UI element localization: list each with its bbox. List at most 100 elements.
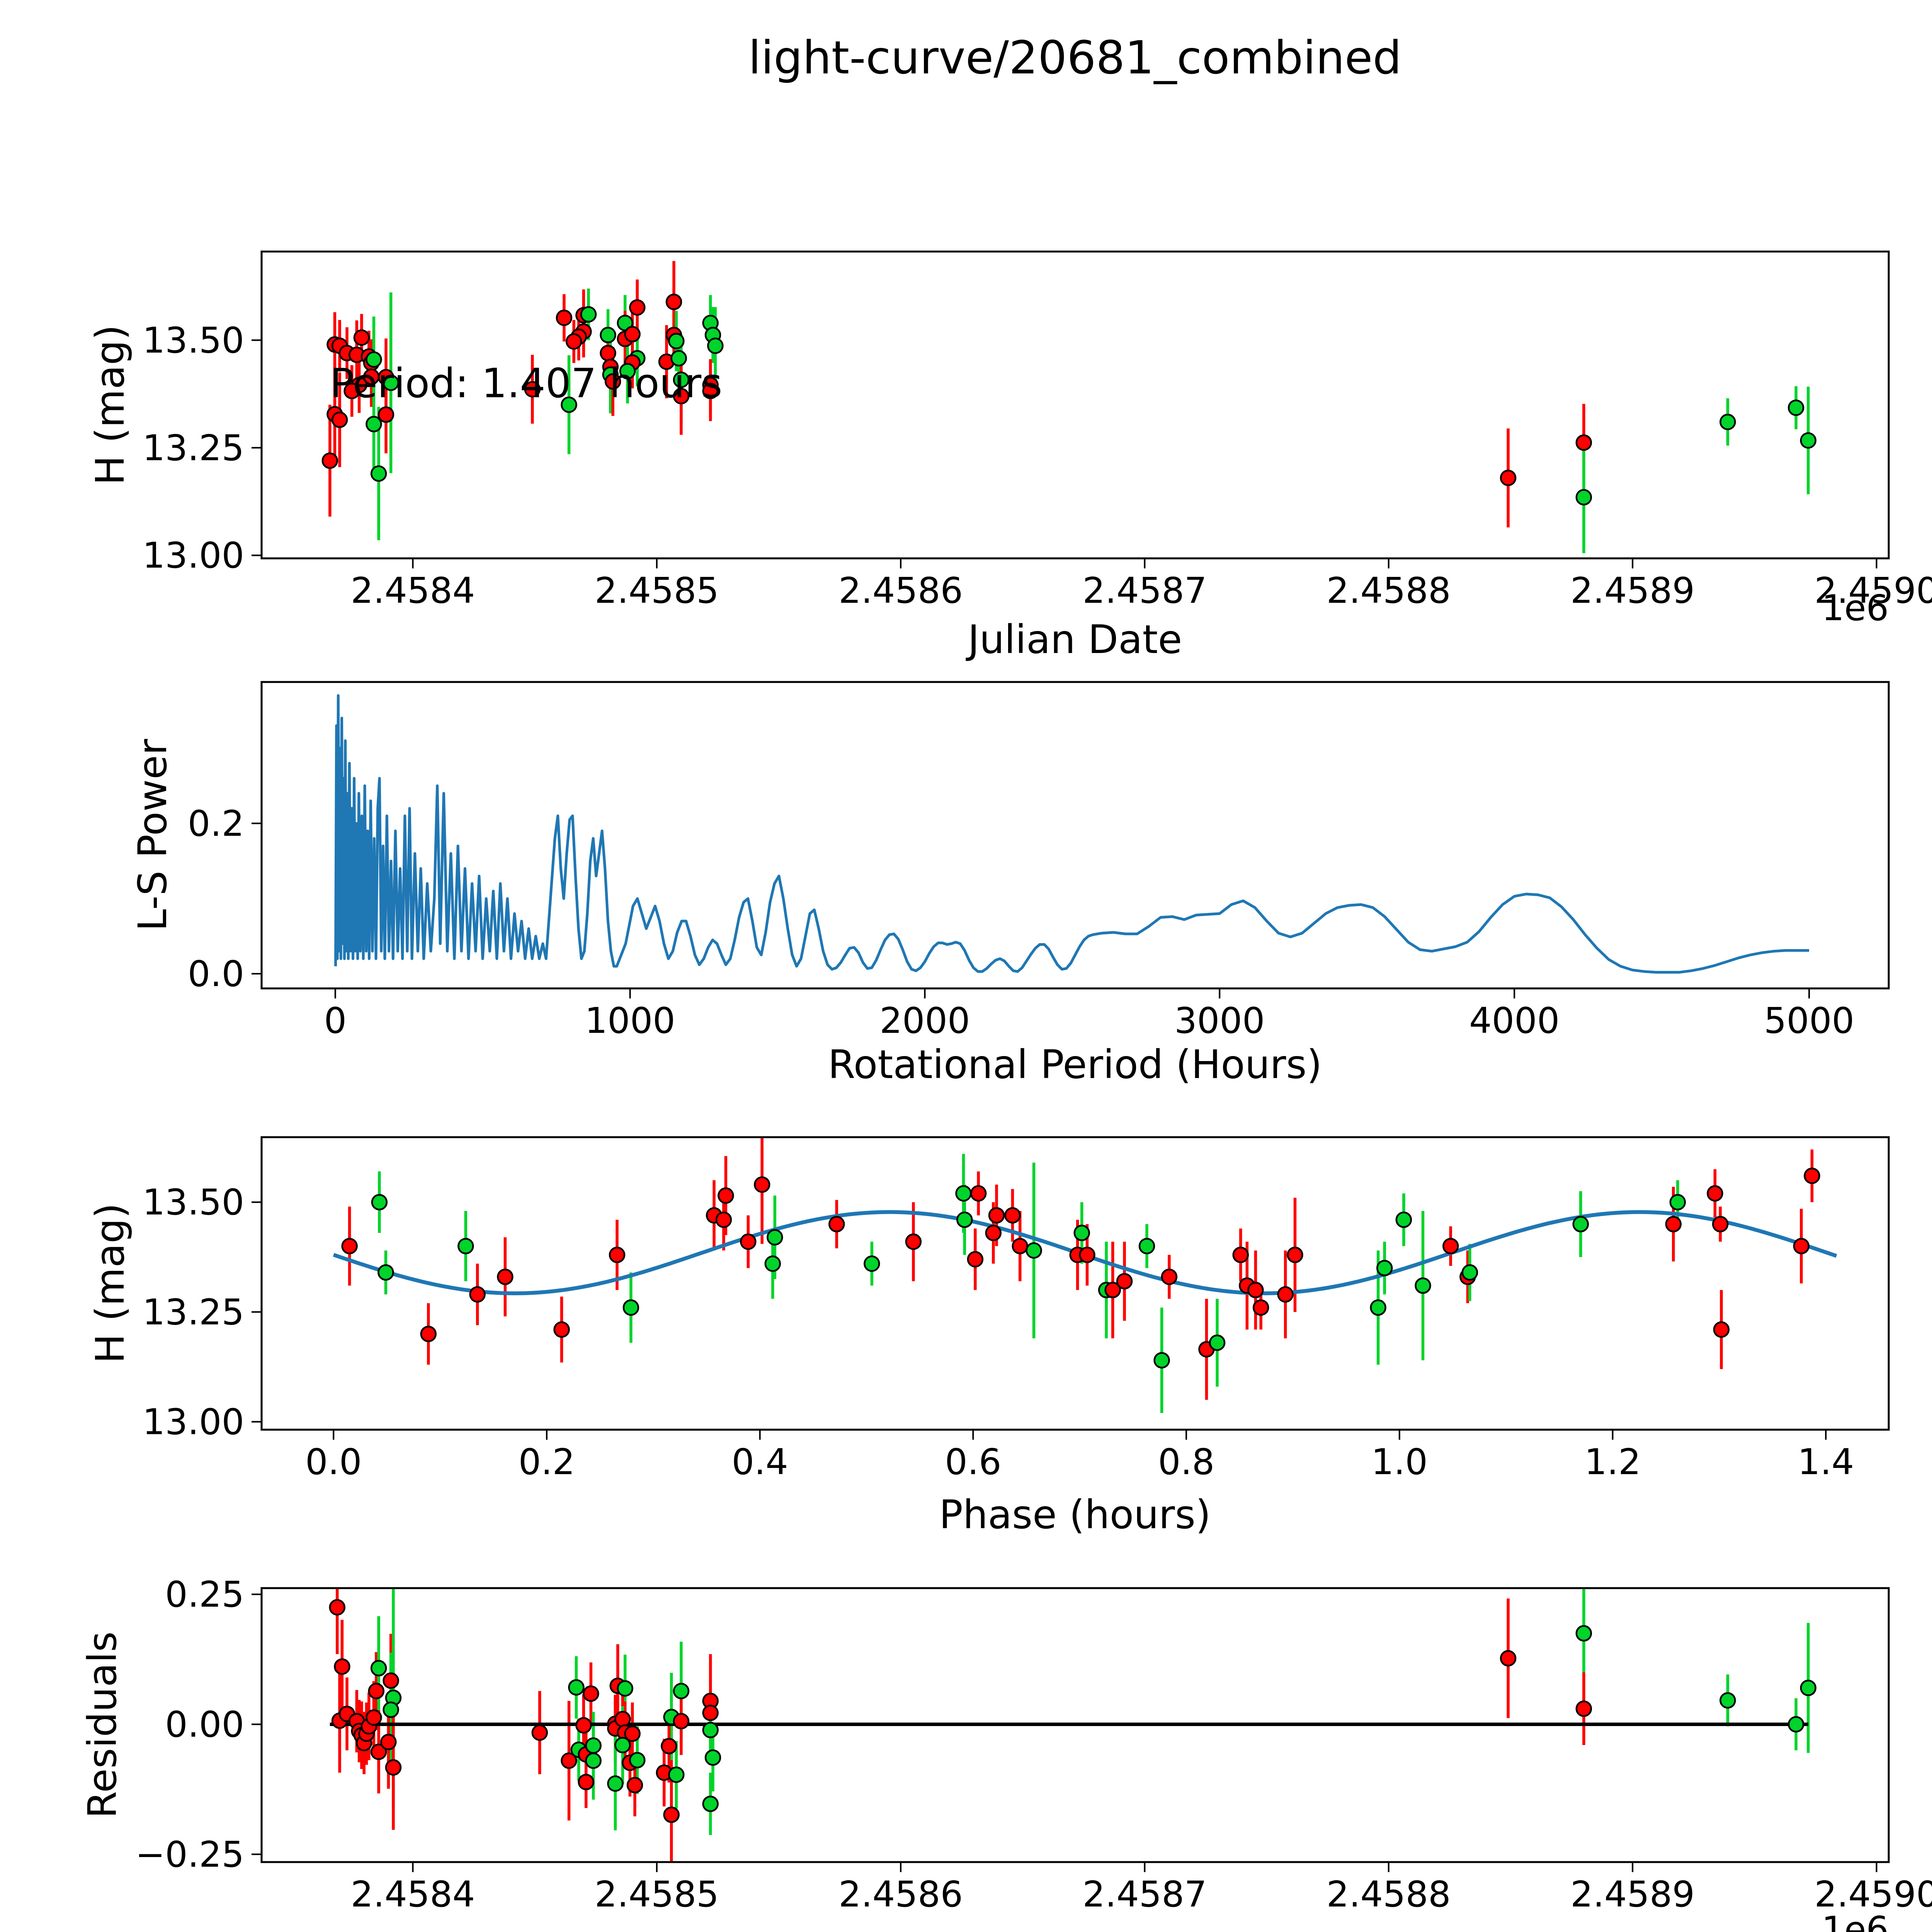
data-point-red	[420, 1325, 437, 1342]
data-point-green	[1800, 1680, 1816, 1696]
plot-border	[260, 1136, 1890, 1431]
data-point-green	[607, 1775, 624, 1792]
panel4-data	[329, 1588, 1816, 1862]
data-point-red	[561, 1752, 577, 1769]
data-point-red	[828, 1216, 845, 1233]
x-tick-label: 2.4588	[1327, 1874, 1451, 1915]
panel3-xlabel: Phase (hours)	[939, 1492, 1211, 1538]
plot-border	[260, 1587, 1890, 1863]
x-tick-label: 2.4588	[1327, 570, 1451, 611]
data-point-red	[967, 1251, 984, 1268]
data-point-red	[1500, 469, 1517, 486]
data-point-red	[353, 329, 370, 346]
x-tick-label: 2.4585	[595, 570, 719, 611]
data-point-red	[663, 1806, 680, 1823]
y-tick-label: 13.00	[143, 535, 244, 576]
data-point-red	[341, 1238, 358, 1255]
data-point-green	[1395, 1211, 1412, 1228]
y-tick-label: 13.50	[143, 320, 244, 361]
data-point-green	[707, 337, 724, 354]
y-tick-label: 0.0	[188, 953, 244, 995]
y-tick-label: 13.25	[143, 427, 244, 469]
panel4-ylabel: Residuals	[80, 1631, 126, 1818]
x-tick-label: 2.4590	[1814, 570, 1932, 611]
data-point-red	[334, 1658, 350, 1675]
data-point-red	[629, 299, 646, 316]
panel3-phase-curve: 0.0 0.2 0.4 0.6 0.8 1.0 1.2 1.4 13.00 13.25 13.50	[143, 1136, 1890, 1483]
x-tick-label: 2000	[879, 1000, 970, 1041]
panel3-ylabel: H (mag)	[87, 1203, 133, 1363]
data-point-red	[1793, 1238, 1810, 1255]
data-point-red	[1442, 1238, 1459, 1255]
x-tick-label: 0.2	[519, 1441, 575, 1483]
data-point-green	[1138, 1238, 1155, 1255]
data-points	[329, 1599, 1816, 1823]
x-tick-label: 1.4	[1798, 1441, 1854, 1483]
data-point-green	[585, 1737, 602, 1754]
data-point-green	[764, 1255, 781, 1272]
data-point-red	[553, 1321, 570, 1338]
data-point-green	[619, 363, 636, 379]
data-point-red	[626, 1777, 643, 1794]
data-point-red	[344, 383, 360, 400]
data-point-red	[702, 1704, 719, 1721]
data-point-green	[617, 1680, 633, 1697]
data-point-red	[1161, 1269, 1178, 1285]
data-point-green	[668, 333, 685, 349]
data-point-red	[1575, 1700, 1592, 1717]
data-point-green	[585, 1752, 602, 1769]
data-point-red	[609, 1247, 626, 1263]
data-point-red	[1707, 1185, 1723, 1202]
data-point-red	[1665, 1216, 1682, 1233]
data-point-red	[331, 412, 348, 428]
data-point-red	[970, 1185, 987, 1202]
panel3-data	[333, 1137, 1837, 1413]
data-point-red	[985, 1225, 1002, 1242]
data-point-red	[614, 1711, 631, 1728]
data-point-green	[370, 465, 387, 482]
data-point-red	[673, 388, 690, 405]
data-points	[341, 1167, 1820, 1369]
data-point-green	[704, 1749, 721, 1766]
data-point-green	[1376, 1260, 1393, 1276]
data-point-red	[1247, 1282, 1264, 1298]
data-point-green	[629, 1752, 646, 1769]
data-point-green	[1800, 432, 1816, 449]
data-point-green	[561, 396, 577, 413]
y-tick-label: 0.25	[165, 1574, 244, 1615]
plot-border	[260, 681, 1890, 990]
panel1-ylabel: H (mag)	[87, 325, 133, 485]
x-tick-label: 2.4585	[595, 1874, 719, 1915]
panel2-periodogram: 0 1000 2000 3000 4000 5000 0.0 0.2	[188, 681, 1890, 1041]
data-point-red	[368, 1683, 384, 1699]
x-tick-label: 4000	[1469, 1000, 1560, 1041]
x-tick-label: 5000	[1764, 1000, 1854, 1041]
data-point-green	[1370, 1299, 1386, 1316]
data-point-red	[1004, 1207, 1021, 1224]
data-point-red	[1575, 434, 1592, 451]
x-tick-label: 1.0	[1371, 1441, 1428, 1483]
x-tick-label: 2.4589	[1570, 1874, 1695, 1915]
data-point-red	[624, 326, 641, 343]
x-tick-label: 3000	[1174, 1000, 1265, 1041]
data-point-red	[1804, 1167, 1820, 1184]
data-point-red	[1287, 1247, 1303, 1263]
data-point-green	[1073, 1225, 1090, 1242]
panel4-residuals: 2.4584 2.4585 2.4586 2.4587 2.4588 2.4589 2.45…	[135, 1574, 1932, 1915]
data-point-green	[673, 371, 690, 388]
data-point-red	[673, 1713, 690, 1730]
data-point-red	[1500, 1650, 1517, 1667]
data-point-green	[378, 1264, 394, 1281]
y-tick-label: 0.2	[188, 803, 244, 844]
data-point-red	[556, 310, 573, 326]
x-tick-label: 0	[324, 1000, 347, 1041]
x-tick-label: 2.4586	[838, 570, 963, 611]
data-point-red	[531, 1724, 548, 1741]
x-tick-label: 0.6	[945, 1441, 1001, 1483]
panel1-x-offset-label: 1e6	[1821, 587, 1889, 629]
data-point-green	[457, 1238, 474, 1255]
data-point-green	[366, 351, 382, 368]
figure-title: light-curve/20681_combined	[748, 31, 1402, 84]
